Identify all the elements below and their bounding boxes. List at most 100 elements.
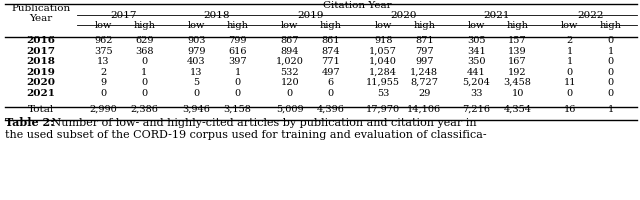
Text: 17,970: 17,970 — [366, 105, 400, 114]
Text: 2: 2 — [100, 68, 106, 77]
Text: 0: 0 — [193, 88, 200, 98]
Text: high: high — [413, 21, 435, 30]
Text: 7,216: 7,216 — [463, 105, 490, 114]
Text: 894: 894 — [280, 46, 299, 55]
Text: 0: 0 — [141, 88, 147, 98]
Text: 797: 797 — [415, 46, 433, 55]
Text: 9: 9 — [100, 78, 106, 87]
Text: low: low — [95, 21, 112, 30]
Text: 2020: 2020 — [390, 11, 417, 20]
Text: 616: 616 — [228, 46, 247, 55]
Text: 8,727: 8,727 — [410, 78, 438, 87]
Text: 3,158: 3,158 — [223, 105, 252, 114]
Text: low: low — [374, 21, 392, 30]
Text: 2019: 2019 — [297, 11, 324, 20]
Text: 2018: 2018 — [204, 11, 230, 20]
Text: 0: 0 — [608, 88, 614, 98]
Text: 1,284: 1,284 — [369, 68, 397, 77]
Text: 441: 441 — [467, 68, 486, 77]
Text: 139: 139 — [508, 46, 527, 55]
Text: 874: 874 — [321, 46, 340, 55]
Text: 0: 0 — [141, 57, 147, 66]
Text: 33: 33 — [470, 88, 483, 98]
Text: 397: 397 — [228, 57, 247, 66]
Text: 1: 1 — [566, 46, 573, 55]
Text: 918: 918 — [374, 36, 392, 45]
Text: 0: 0 — [608, 36, 614, 45]
Text: 341: 341 — [467, 46, 486, 55]
Text: 0: 0 — [328, 88, 334, 98]
Text: 368: 368 — [135, 46, 154, 55]
Text: 1: 1 — [141, 68, 147, 77]
Text: 1,040: 1,040 — [369, 57, 397, 66]
Text: 2017: 2017 — [111, 11, 137, 20]
Text: low: low — [281, 21, 298, 30]
Text: 120: 120 — [280, 78, 299, 87]
Text: 10: 10 — [511, 88, 524, 98]
Text: 4,396: 4,396 — [317, 105, 345, 114]
Text: low: low — [561, 21, 579, 30]
Text: 497: 497 — [321, 68, 340, 77]
Text: 3,458: 3,458 — [504, 78, 531, 87]
Text: 0: 0 — [287, 88, 293, 98]
Text: high: high — [507, 21, 529, 30]
Text: low: low — [468, 21, 485, 30]
Text: 0: 0 — [141, 78, 147, 87]
Text: 2: 2 — [566, 36, 573, 45]
Text: 16: 16 — [564, 105, 576, 114]
Text: 403: 403 — [187, 57, 206, 66]
Text: low: low — [188, 21, 205, 30]
Text: 1: 1 — [608, 105, 614, 114]
Text: 2021: 2021 — [484, 11, 510, 20]
Text: 305: 305 — [467, 36, 486, 45]
Text: 14,106: 14,106 — [407, 105, 441, 114]
Text: 2,990: 2,990 — [89, 105, 117, 114]
Text: 799: 799 — [228, 36, 247, 45]
Text: 1,248: 1,248 — [410, 68, 438, 77]
Text: 11,955: 11,955 — [366, 78, 400, 87]
Text: 350: 350 — [467, 57, 486, 66]
Text: Citation Year: Citation Year — [323, 1, 391, 10]
Text: 997: 997 — [415, 57, 433, 66]
Text: 0: 0 — [234, 78, 241, 87]
Text: 867: 867 — [280, 36, 299, 45]
Text: 2016: 2016 — [26, 36, 56, 45]
Text: 0: 0 — [567, 88, 573, 98]
Text: high: high — [320, 21, 342, 30]
Text: 2017: 2017 — [26, 46, 56, 55]
Text: 5,009: 5,009 — [276, 105, 303, 114]
Text: 0: 0 — [608, 78, 614, 87]
Text: Number of low- and highly-cited articles by publication and citation year in: Number of low- and highly-cited articles… — [48, 118, 477, 128]
Text: 0: 0 — [608, 68, 614, 77]
Text: 1,057: 1,057 — [369, 46, 397, 55]
Text: 29: 29 — [418, 88, 430, 98]
Text: 157: 157 — [508, 36, 527, 45]
Text: 1: 1 — [234, 68, 241, 77]
Text: Table 2:: Table 2: — [5, 117, 54, 128]
Text: 11: 11 — [564, 78, 576, 87]
Text: 0: 0 — [234, 88, 241, 98]
Text: 2021: 2021 — [26, 88, 56, 98]
Text: 13: 13 — [190, 68, 203, 77]
Text: high: high — [227, 21, 248, 30]
Text: 1: 1 — [608, 46, 614, 55]
Text: 5: 5 — [193, 78, 200, 87]
Text: Year: Year — [29, 14, 52, 23]
Text: 1: 1 — [566, 57, 573, 66]
Text: 771: 771 — [321, 57, 340, 66]
Text: the used subset of the CORD-19 corpus used for training and evaluation of classi: the used subset of the CORD-19 corpus us… — [5, 130, 486, 140]
Text: 192: 192 — [508, 68, 527, 77]
Text: 871: 871 — [415, 36, 433, 45]
Text: 0: 0 — [567, 68, 573, 77]
Text: 2020: 2020 — [26, 78, 56, 87]
Text: 979: 979 — [188, 46, 205, 55]
Text: Publication: Publication — [12, 4, 70, 13]
Text: 0: 0 — [608, 57, 614, 66]
Text: 2019: 2019 — [27, 68, 56, 77]
Text: 167: 167 — [508, 57, 527, 66]
Text: 4,354: 4,354 — [504, 105, 532, 114]
Text: 2022: 2022 — [577, 11, 604, 20]
Text: 3,946: 3,946 — [182, 105, 211, 114]
Text: 903: 903 — [188, 36, 205, 45]
Text: 962: 962 — [94, 36, 113, 45]
